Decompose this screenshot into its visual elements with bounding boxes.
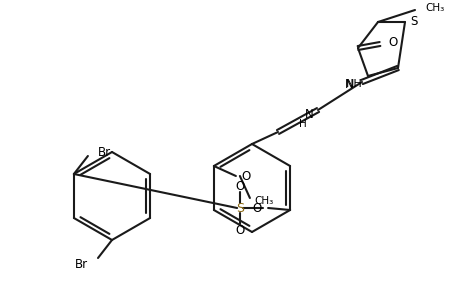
Text: H: H: [299, 119, 307, 129]
Text: NH: NH: [346, 79, 362, 89]
Text: O: O: [236, 180, 245, 192]
Text: N: N: [305, 107, 314, 121]
Text: CH₃: CH₃: [425, 3, 444, 13]
Text: O: O: [236, 223, 245, 237]
Text: Br: Br: [75, 258, 88, 271]
Text: S: S: [236, 201, 244, 215]
Text: S: S: [410, 14, 417, 28]
Text: CH₃: CH₃: [254, 196, 273, 206]
Text: O: O: [388, 35, 397, 48]
Text: Br: Br: [98, 145, 111, 159]
Text: O: O: [253, 201, 262, 215]
Text: O: O: [241, 170, 250, 182]
Text: N: N: [345, 77, 354, 91]
